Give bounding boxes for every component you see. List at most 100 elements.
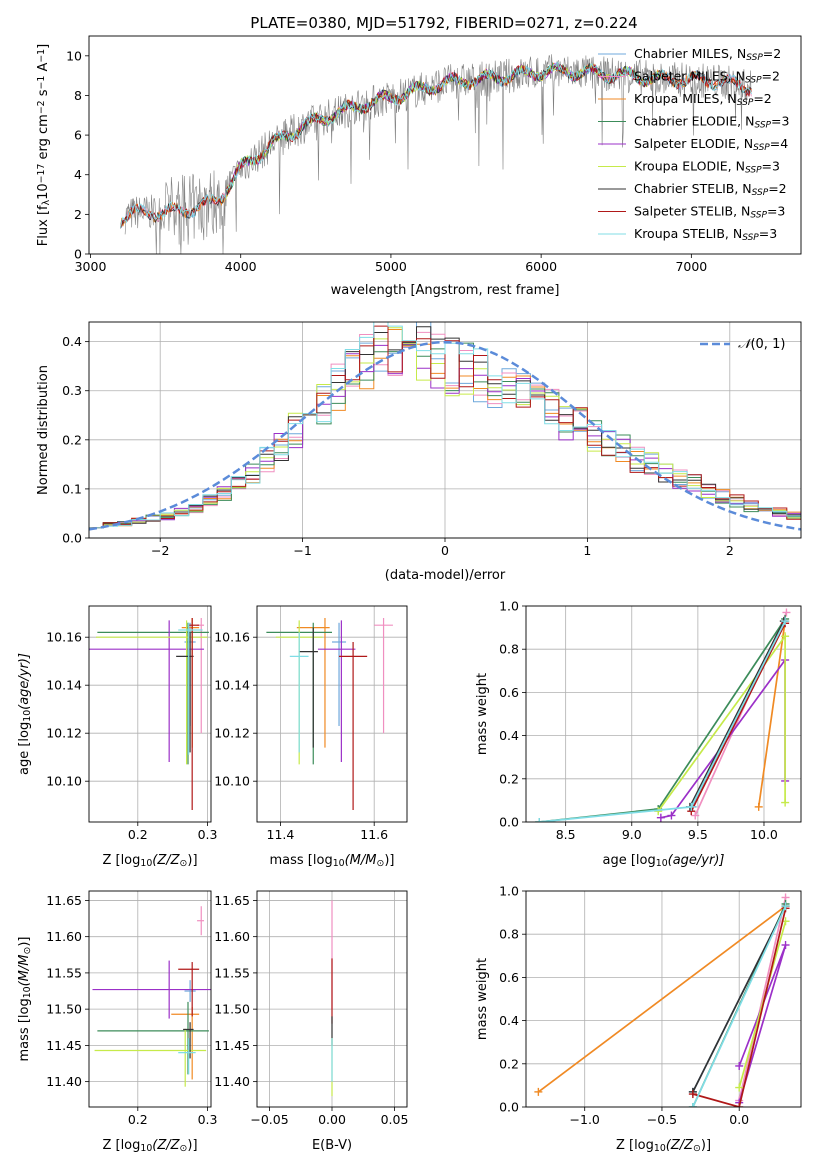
y-tick-label: 0.0 [499,1100,519,1115]
age-vs-mass-xlabel-part: )] [384,853,394,868]
x-tick-label: 9.0 [622,827,642,842]
mass-vs-EBV-xlabel: E(B-V) [312,1138,352,1153]
y-tick-label: 11.65 [46,893,82,908]
legend-sub: SSP [745,166,762,176]
weight-vs-Z-frame [525,890,802,1108]
mass-vs-Z-ylabel-part: mass [log [17,998,32,1061]
legend-entry: Kroupa ELODIE, NSSP=3 [634,159,780,176]
age-vs-Z-frame [88,605,212,823]
weight-vs-age-ylabel: mass weight [475,673,490,755]
y-tick-label: 0.0 [62,531,82,546]
legend-entry: Kroupa MILES, NSSP=2 [634,91,772,108]
mass-vs-Z-xlabel-part: Z [log [102,1138,140,1153]
legend-sub: SSP [752,188,769,198]
legend-label: Kroupa ELODIE, N [634,159,745,174]
weight-vs-Z-xlabel-part: 10 [654,1143,666,1154]
x-tick-label: 10.0 [750,827,778,842]
legend-entry: Chabrier STELIB, NSSP=2 [634,181,787,198]
spectrum-frame [88,35,802,255]
x-tick-label: −1.0 [570,1112,600,1127]
legend-label: Chabrier STELIB, N [634,181,752,196]
model-spectrum-kroupa-stelib [120,61,752,229]
x-tick-label: 0.3 [198,827,218,842]
y-tick-label: 11.55 [46,965,82,980]
spectrum-xlabel: wavelength [Angstrom, rest frame] [331,283,560,298]
legend-tail: =3 [762,159,780,174]
x-tick-label: 11.6 [360,827,388,842]
y-tick-label: 0.2 [499,1056,519,1071]
spectrum-ylabel-part: −2 [36,100,47,114]
age-vs-mass-axes: 11.4 11.6 10.10 10.12 10.14 10.16 [214,606,407,842]
age-vs-Z-points [89,618,209,810]
y-tick-label: 11.45 [214,1038,250,1053]
x-tick-label: −2 [151,543,169,558]
weight-vs-Z-xlabel: Z [log10(Z/Z⊙)] [616,1138,711,1154]
weight-vs-Z-xlabel-part: (Z/Z [666,1138,694,1153]
x-tick-label: 8.5 [556,827,576,842]
legend-sub: SSP [742,233,759,243]
observed-spectrum [124,54,752,254]
y-tick-label: 0.4 [499,728,519,743]
x-tick-label: −1 [293,543,311,558]
mass-vs-EBV-frame [256,890,408,1108]
mass-vs-Z-ylabel-part: (M/M [17,955,32,987]
y-tick-label: 11.50 [46,1002,82,1017]
legend-sub: SSP [753,143,770,153]
y-tick-label: 11.40 [214,1074,250,1089]
legend-sub: SSP [754,121,771,131]
hist-kroupa-stelib [89,322,801,529]
mass-vs-Z-ylabel-part: ⊙ [22,947,33,955]
x-tick-label: 2 [726,543,734,558]
spectrum-ylabel-part: ] [36,44,51,49]
y-tick-label: 11.60 [46,929,82,944]
y-tick-label: 11.45 [46,1038,82,1053]
mass-vs-Z-ylabel: mass [log10(M/M⊙)] [17,937,33,1062]
x-tick-label: 1 [583,543,591,558]
age-vs-Z-xlabel: Z [log10(Z/Z⊙)] [102,853,197,869]
y-tick-label: 10.16 [214,630,250,645]
age-vs-mass-xlabel-part: (M/M [345,853,377,868]
age-vs-mass-frame [256,605,408,823]
age-vs-Z-xlabel-part: )] [187,853,197,868]
age-vs-Z-xlabel-part: 10 [140,858,152,869]
weight-vs-age-xlabel: age [log10(age/yr)] [603,853,725,869]
x-tick-label: 0.3 [198,1112,218,1127]
residuals-frame [88,321,802,539]
legend-sub: SSP [750,211,767,221]
y-tick-label: 0.1 [62,481,82,496]
age-vs-Z-xlabel-part: (Z/Z [152,853,180,868]
legend-sub: SSP [745,76,762,86]
legend-tail: =2 [762,69,780,84]
legend-entry: Salpeter STELIB, NSSP=3 [634,204,785,221]
mass-vs-Z-xlabel-part: )] [187,1138,197,1153]
y-tick-label: 0.4 [62,334,82,349]
spectrum-ylabel-part: s [36,89,51,100]
y-tick-label: 10.10 [46,774,82,789]
weight-vs-age-xlabel-part: age [log [603,853,656,868]
weight-line [692,905,787,1093]
mass-vs-Z-frame [88,890,212,1108]
weight-vs-Z-xlabel-part: Z [log [616,1138,654,1153]
y-tick-label: 11.65 [214,893,250,908]
legend-sub: SSP [737,98,754,108]
y-tick-label: 4 [74,167,82,182]
legend-entry: Chabrier MILES, NSSP=2 [634,46,781,63]
y-tick-label: 10.12 [214,726,250,741]
weight-line [537,905,787,1093]
x-tick-label: 6000 [525,259,557,274]
weight-vs-Z-xlabel-part: ⊙ [693,1143,701,1154]
legend-tail: =2 [753,91,771,106]
x-tick-label: 11.4 [267,827,295,842]
hist-chabrier-stelib [89,326,801,529]
legend-tail: =3 [767,204,785,219]
age-vs-mass-xlabel-part: mass [log [270,853,333,868]
x-tick-label: 5000 [375,259,407,274]
x-tick-label: 0.2 [128,1112,148,1127]
y-tick-label: 10.14 [46,678,82,693]
y-tick-label: 0.2 [499,771,519,786]
age-vs-Z-xlabel-part: ⊙ [180,858,188,869]
weight-line [692,905,787,1107]
hist-salpeter-stelib [89,325,801,529]
mass-vs-Z-ylabel-part: 10 [22,986,33,998]
